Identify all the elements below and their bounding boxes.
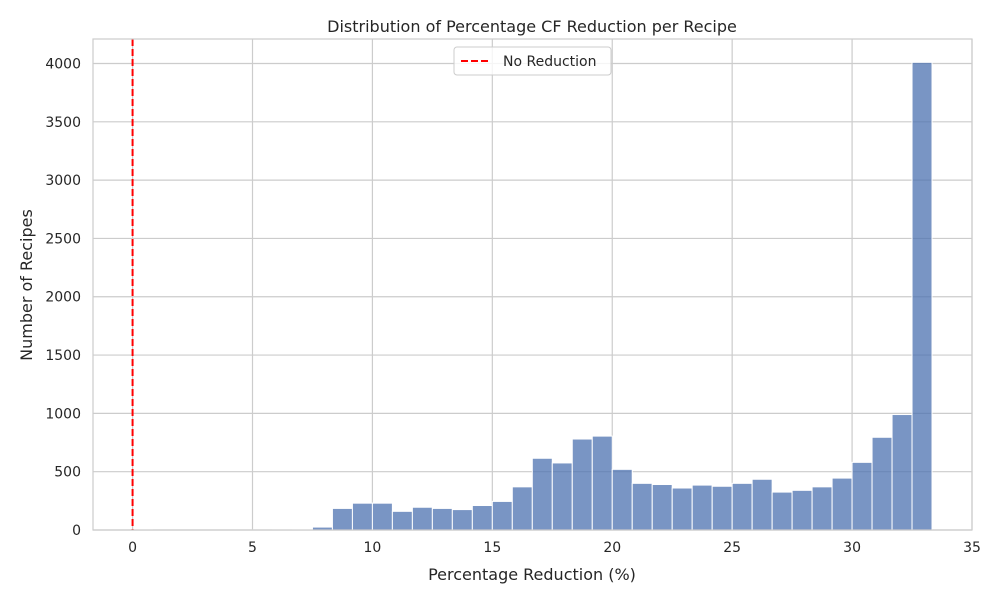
- histogram-bar: [891, 414, 913, 531]
- y-tick-label: 3000: [45, 173, 81, 189]
- legend-label: No Reduction: [503, 54, 596, 70]
- x-tick-label: 20: [603, 540, 621, 556]
- x-tick-label: 25: [723, 540, 741, 556]
- x-tick-label: 15: [483, 540, 501, 556]
- histogram-bar: [711, 485, 733, 531]
- plot-frame: [92, 38, 973, 531]
- histogram-bar: [411, 506, 433, 531]
- histogram-bar: [491, 500, 513, 531]
- histogram-bar: [551, 462, 573, 531]
- y-tick-label: 1000: [45, 406, 81, 422]
- x-tick-label: 0: [128, 540, 137, 556]
- histogram-bar: [371, 502, 393, 531]
- histogram-bar: [451, 509, 473, 531]
- histogram-bar: [351, 502, 373, 531]
- x-tick-label: 35: [963, 540, 981, 556]
- x-axis-title: Percentage Reduction (%): [428, 565, 636, 584]
- histogram-bar: [811, 486, 833, 531]
- y-tick-label: 2000: [45, 290, 81, 306]
- histogram-bar: [751, 478, 773, 531]
- y-tick-label: 3500: [45, 115, 81, 131]
- histogram-bar: [631, 482, 653, 531]
- histogram-bar: [471, 505, 493, 531]
- histogram-bar: [591, 435, 613, 531]
- histogram-bar: [431, 507, 453, 531]
- y-tick-labels: 0 500 1000 1500 2000 2500 3000 3500 4000: [45, 56, 81, 539]
- x-tick-labels: 0 5 10 15 20 25 30 35: [128, 540, 981, 556]
- histogram-bar: [331, 507, 353, 531]
- histogram-bar: [571, 438, 593, 531]
- legend: No Reduction: [453, 46, 612, 76]
- y-tick-label: 4000: [45, 56, 81, 72]
- x-tick-label: 5: [248, 540, 257, 556]
- histogram-bar: [611, 468, 633, 531]
- histogram-bar: [831, 477, 853, 531]
- histogram-bar: [391, 510, 413, 531]
- y-tick-label: 2500: [45, 231, 81, 247]
- x-tick-label: 10: [363, 540, 381, 556]
- histogram-bars: [132, 61, 933, 531]
- chart-title: Distribution of Percentage CF Reduction …: [327, 17, 737, 36]
- histogram-bar: [531, 457, 553, 531]
- histogram-bar: [511, 486, 533, 531]
- histogram-bar: [911, 61, 933, 531]
- y-axis-title: Number of Recipes: [17, 209, 36, 361]
- histogram-bar: [691, 484, 713, 531]
- histogram-bar: [791, 489, 813, 531]
- histogram-bar: [871, 436, 893, 531]
- histogram-bar: [651, 484, 673, 531]
- histogram-bar: [851, 461, 873, 531]
- plot-background: [93, 39, 972, 530]
- legend-box: [453, 46, 612, 76]
- x-tick-label: 30: [843, 540, 861, 556]
- y-tick-label: 1500: [45, 348, 81, 364]
- histogram-bar: [771, 491, 793, 531]
- y-tick-label: 0: [72, 523, 81, 539]
- histogram-bar: [731, 482, 753, 531]
- y-tick-label: 500: [54, 465, 81, 481]
- histogram-bar: [671, 487, 693, 531]
